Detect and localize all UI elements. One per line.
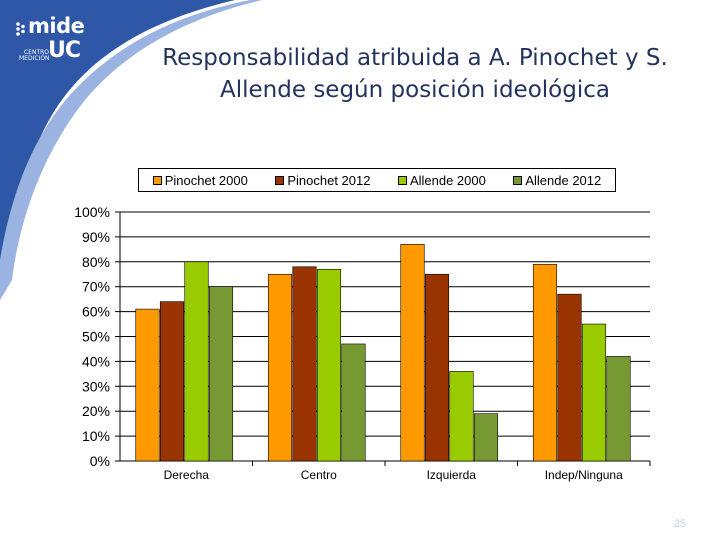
y-tick-label: 100%: [74, 204, 110, 220]
x-tick-label: Derecha: [164, 468, 210, 482]
legend-swatch: [275, 175, 285, 185]
logo-centro-text: CENTRO MEDICIÓN: [19, 49, 50, 62]
x-tick-label: Indep/Ninguna: [545, 468, 623, 482]
legend-swatch: [152, 175, 162, 185]
bar: [424, 273, 450, 462]
y-tick-label: 30%: [82, 378, 110, 394]
bar: [292, 266, 317, 462]
bar: [135, 308, 160, 462]
bar: [316, 268, 342, 462]
bar: [473, 413, 499, 462]
bar: [557, 293, 582, 462]
bar: [341, 343, 366, 462]
bar: [449, 371, 474, 462]
y-tick-label: 0%: [90, 453, 110, 469]
legend-label: Pinochet 2000: [164, 172, 248, 188]
legend-swatch: [397, 175, 407, 185]
logo-uc-text: UC: [48, 38, 81, 63]
y-tick-label: 70%: [82, 279, 110, 295]
bar: [400, 244, 425, 462]
y-tick-label: 60%: [82, 304, 110, 320]
bar: [581, 323, 607, 462]
legend-label: Pinochet 2012: [287, 172, 371, 188]
page-number: 25: [673, 518, 686, 530]
x-tick-label: Izquierda: [427, 468, 477, 482]
logo-dots-icon: [16, 22, 25, 36]
chart-legend: Pinochet 2000 Pinochet 2012 Allende 2000 Al…: [138, 168, 616, 192]
y-tick-label: 80%: [82, 254, 110, 270]
legend-item: Allende 2000: [397, 172, 486, 188]
bar: [208, 286, 234, 462]
y-tick-label: 20%: [82, 403, 110, 419]
logo-mide-text: mide: [28, 14, 85, 38]
legend-item: Pinochet 2000: [152, 172, 248, 188]
y-tick-label: 90%: [82, 229, 110, 245]
legend-label: Allende 2000: [409, 172, 486, 188]
mide-uc-logo: mide CENTRO MEDICIÓN UC: [10, 12, 85, 63]
bar: [532, 263, 558, 462]
x-tick-label: Centro: [301, 468, 337, 482]
blue-swoosh-shape: [0, 0, 235, 270]
bar: [267, 273, 293, 462]
legend-item: Allende 2012: [513, 173, 601, 188]
y-tick-label: 40%: [82, 353, 110, 369]
legend-swatch: [513, 175, 523, 185]
bar: [184, 261, 209, 462]
y-tick-label: 10%: [82, 428, 110, 444]
legend-label: Allende 2012: [525, 172, 602, 188]
slide-title: Responsabilidad atribuida a A. Pinochet …: [162, 45, 668, 103]
bar: [606, 356, 631, 462]
bar: [159, 301, 185, 462]
legend-item: Pinochet 2012: [275, 173, 370, 188]
y-tick-label: 50%: [82, 329, 110, 345]
